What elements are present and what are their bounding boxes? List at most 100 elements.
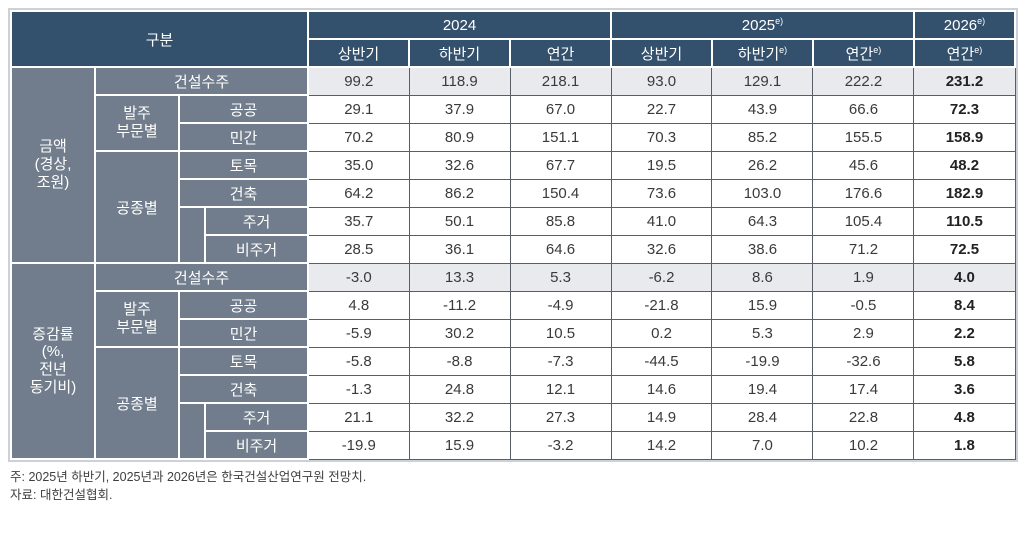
data-cell: 85.8 [509, 206, 612, 236]
indent-spacer-cell [178, 206, 206, 264]
data-cell: 72.3 [913, 94, 1016, 124]
data-cell: 66.6 [812, 94, 915, 124]
table-row-growth-residential: 주거 21.1 32.2 27.3 14.9 28.4 22.8 4.8 [11, 402, 1016, 460]
data-cell: 2.9 [812, 318, 915, 348]
row-label-total-orders: 건설수주 [93, 262, 310, 292]
period-label: 상반기 [337, 45, 380, 63]
footnotes: 주: 2025년 하반기, 2025년과 2026년은 한국건설산업연구원 전망… [10, 469, 1018, 504]
data-cell: 36.1 [408, 234, 511, 264]
data-cell: 70.2 [307, 122, 410, 152]
data-cell: 73.6 [610, 178, 713, 208]
data-cell: 155.5 [812, 122, 915, 152]
row-label-private: 민간 [177, 122, 310, 152]
data-cell: 2.2 [913, 318, 1016, 348]
data-cell: 71.2 [812, 234, 915, 264]
data-cell: 48.2 [913, 150, 1016, 180]
data-cell: 22.8 [812, 402, 915, 432]
data-cell: 10.5 [509, 318, 612, 348]
data-cell: 110.5 [913, 206, 1016, 236]
year-label: 2024 [442, 16, 477, 34]
period-label: 상반기 [640, 45, 683, 63]
data-cell: 5.3 [509, 262, 612, 292]
superscript-e: e) [977, 15, 986, 26]
data-cell: 32.2 [408, 402, 511, 432]
period-label: 연간 [845, 45, 874, 63]
data-cell: -19.9 [711, 346, 814, 376]
row-label-civil: 토목 [177, 150, 310, 180]
period-header-h1-2024: 상반기 [307, 38, 411, 68]
footnote-note: 주: 2025년 하반기, 2025년과 2026년은 한국건설산업연구원 전망… [10, 470, 367, 484]
section-label-amount: 금액 (경상, 조원) [10, 66, 96, 264]
data-cell: 151.1 [509, 122, 612, 152]
superscript-e: e) [974, 44, 983, 55]
data-cell: 27.3 [509, 402, 612, 432]
data-cell: 15.9 [711, 290, 814, 320]
period-header-h2-2024: 하반기 [408, 38, 512, 68]
table-row-amount-civil: 공종별 토목 35.0 32.6 67.7 19.5 26.2 45.6 48.… [11, 150, 1016, 264]
group-label-work-type: 공종별 [94, 150, 180, 264]
data-cell: 14.9 [610, 402, 713, 432]
data-cell: 231.2 [913, 66, 1016, 96]
data-cell: 222.2 [812, 66, 915, 96]
superscript-e: e) [873, 44, 882, 55]
data-cell: -7.3 [509, 346, 612, 376]
data-cell: 86.2 [408, 178, 511, 208]
data-cell: 28.4 [711, 402, 814, 432]
header-row-groups: 구분 2024 2025e) 2026e) [9, 10, 1017, 68]
data-cell: 10.2 [812, 430, 915, 460]
footnote-source: 자료: 대한건설협회. [10, 487, 113, 502]
data-cell: 35.0 [307, 150, 410, 180]
data-cell: 5.8 [913, 346, 1016, 376]
row-label-public: 공공 [177, 290, 310, 320]
row-label-nonresidential: 비주거 [203, 234, 310, 264]
data-cell: 67.0 [509, 94, 612, 124]
group-label-order-sector: 발주 부문별 [94, 290, 180, 348]
indent-spacer-cell [178, 402, 206, 460]
row-label-building: 건축 [177, 178, 310, 208]
group-label-work-type: 공종별 [94, 346, 180, 460]
period-header-annual-2026: 연간e) [912, 38, 1017, 68]
data-cell: 182.9 [913, 178, 1016, 208]
table-row-amount-building: 건축 64.2 86.2 150.4 73.6 103.0 176.6 182.… [11, 178, 1016, 208]
data-cell: -3.0 [307, 262, 410, 292]
data-cell: 8.6 [711, 262, 814, 292]
year-header-2026: 2026e) [912, 10, 1017, 40]
section-label-growth: 증감률 (%, 전년 동기비) [10, 262, 96, 460]
data-cell: 7.0 [711, 430, 814, 460]
page: 구분 2024 2025e) 2026e) 상반기 하반기 연간 상반기 하반기… [8, 8, 1018, 504]
table-row-amount-public: 발주 부문별 공공 29.1 37.9 67.0 22.7 43.9 66.6 … [11, 94, 1016, 152]
data-cell: 4.0 [913, 262, 1016, 292]
data-cell: 5.3 [711, 318, 814, 348]
data-cell: 19.4 [711, 374, 814, 404]
data-cell: 21.1 [307, 402, 410, 432]
data-cell: 3.6 [913, 374, 1016, 404]
period-header-annual-2025: 연간e) [811, 38, 915, 68]
data-cell: 14.2 [610, 430, 713, 460]
row-label-residential: 주거 [203, 402, 310, 432]
data-cell: 1.9 [812, 262, 915, 292]
data-cell: -5.8 [307, 346, 410, 376]
data-cell: 70.3 [610, 122, 713, 152]
data-cell: -3.2 [509, 430, 612, 460]
row-label-private: 민간 [177, 318, 310, 348]
data-cell: 67.7 [509, 150, 612, 180]
year-header-2025: 2025e) [610, 10, 915, 40]
data-cell: 64.6 [509, 234, 612, 264]
data-cell: 13.3 [408, 262, 511, 292]
data-cell: 105.4 [812, 206, 915, 236]
data-cell: 4.8 [913, 402, 1016, 432]
data-cell: 103.0 [711, 178, 814, 208]
data-cell: -0.5 [812, 290, 915, 320]
data-cell: -8.8 [408, 346, 511, 376]
construction-orders-table-wrap: 구분 2024 2025e) 2026e) 상반기 하반기 연간 상반기 하반기… [8, 8, 1018, 462]
data-cell: 15.9 [408, 430, 511, 460]
data-cell: 43.9 [711, 94, 814, 124]
group-label-order-sector: 발주 부문별 [94, 94, 180, 152]
data-cell: -32.6 [812, 346, 915, 376]
data-cell: 24.8 [408, 374, 511, 404]
corner-header-label: 구분 [145, 31, 174, 49]
data-cell: -1.3 [307, 374, 410, 404]
year-label: 2026 [943, 16, 978, 34]
data-cell: 4.8 [307, 290, 410, 320]
table-row-growth-civil: 공종별 토목 -5.8 -8.8 -7.3 -44.5 -19.9 -32.6 … [11, 346, 1016, 460]
